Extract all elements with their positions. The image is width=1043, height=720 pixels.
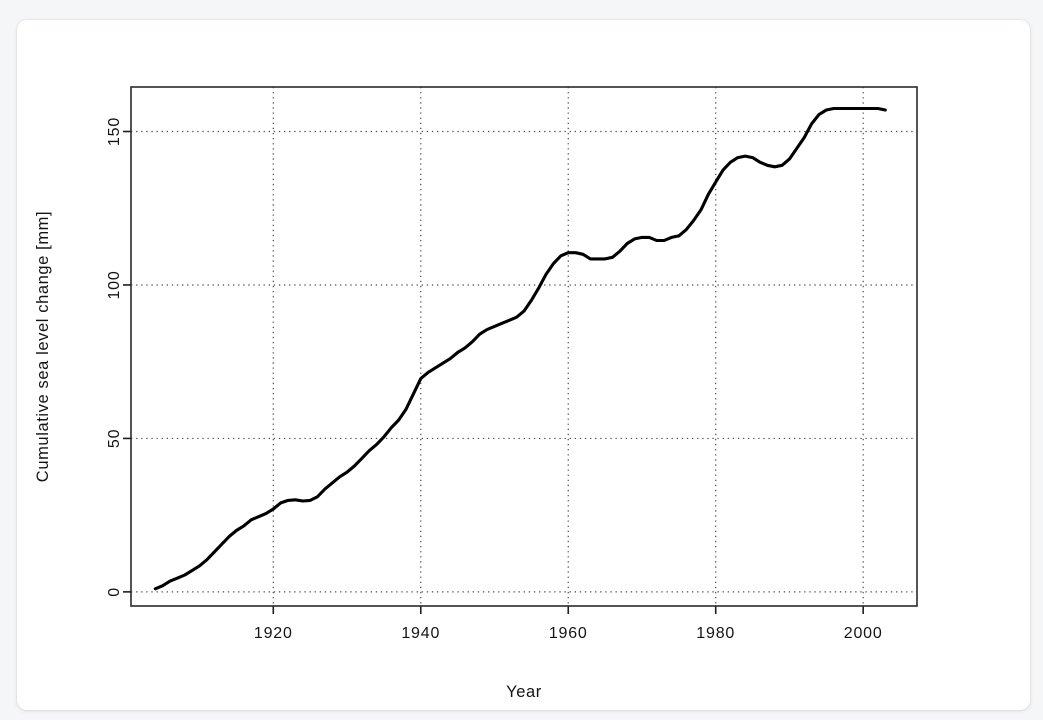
x-tick-label: 1980 (696, 625, 735, 642)
y-axis-title-wrap: Cumulative sea level change [mm] (23, 87, 65, 606)
y-tick-label: 150 (106, 117, 123, 146)
x-tick-label: 2000 (844, 625, 883, 642)
y-tick-label: 50 (106, 429, 123, 448)
x-tick-label: 1920 (254, 625, 293, 642)
x-axis-title: Year (506, 683, 542, 701)
x-tick-label: 1960 (549, 625, 588, 642)
sea-level-data-line (153, 106, 887, 591)
chart-card: 1920 1940 1960 1980 2000 0 50 100 150 Year Cumul… (17, 20, 1030, 710)
plot-frame (130, 86, 918, 607)
y-axis-title: Cumulative sea level change [mm] (34, 210, 53, 483)
y-tick-label: 0 (106, 587, 123, 597)
sea-level-chart-svg: 1920 1940 1960 1980 2000 0 50 100 150 (106, 86, 918, 642)
y-tick-label: 100 (106, 270, 123, 299)
x-tick-label: 1940 (401, 625, 440, 642)
